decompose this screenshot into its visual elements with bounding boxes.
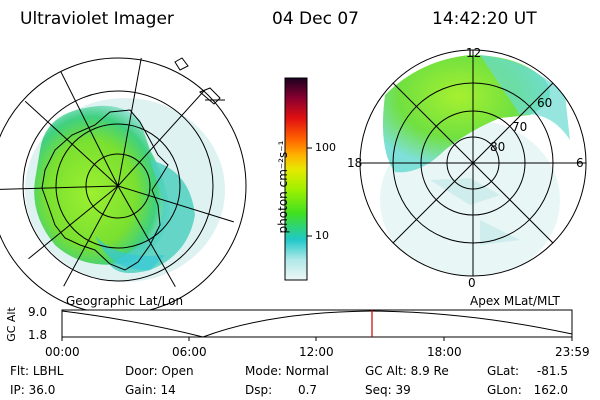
- magnetic-map: [359, 49, 587, 277]
- altitude-plot-frame: [61, 309, 573, 338]
- altitude-ytick-high: 9.0: [28, 305, 48, 319]
- colorbar-gradient: [284, 77, 308, 281]
- altitude-curve: [61, 310, 573, 338]
- mlt-label-18: 18: [347, 156, 363, 170]
- altitude-ytick-low: 1.8: [28, 328, 48, 342]
- status-mode: Mode: Normal: [245, 364, 329, 378]
- magnetic-caption: Apex MLat/MLT: [470, 294, 560, 308]
- coastline-fragments: [174, 57, 225, 105]
- coastline: [41, 109, 169, 271]
- colorbar-unit-label: photon cm⁻²s⁻¹: [276, 140, 290, 234]
- altitude-xtick-3: 18:00: [427, 345, 462, 359]
- aurora-emission-right-lobe: [110, 160, 195, 274]
- status-filter: Flt: LBHL: [10, 364, 64, 378]
- mlt-label-12: 12: [466, 46, 482, 60]
- colorbar-tick-10: 10: [315, 229, 329, 242]
- colorbar-tick-100: 100: [315, 141, 336, 154]
- mlat-label-80: 80: [490, 140, 506, 154]
- date-label: 04 Dec 07: [272, 9, 359, 29]
- status-dsp: Dsp: 0.7: [245, 383, 318, 397]
- geographic-map: [0, 56, 247, 315]
- mlat-label-60: 60: [537, 96, 553, 110]
- altitude-xtick-4: 23:59: [555, 345, 590, 359]
- altitude-xtick-1: 06:00: [172, 345, 207, 359]
- time-label: 14:42:20 UT: [432, 9, 537, 29]
- colorbar: [284, 77, 312, 281]
- altitude-xtick-0: 00:00: [45, 345, 80, 359]
- status-glat: GLat: -81.5: [487, 364, 568, 378]
- mlat-label-70: 70: [512, 120, 528, 134]
- mlt-label-6: 6: [576, 156, 584, 170]
- status-glon: GLon: 162.0: [487, 383, 568, 397]
- aurora-emission-left: [34, 105, 170, 265]
- status-ip: IP: 36.0: [10, 383, 56, 397]
- geographic-caption: Geographic Lat/Lon: [66, 294, 184, 308]
- status-seq: Seq: 39: [365, 383, 411, 397]
- mlt-label-0: 0: [468, 276, 476, 290]
- status-gc-alt: GC Alt: 8.9 Re: [365, 364, 449, 378]
- altitude-ylabel: GC Alt: [4, 307, 18, 342]
- status-door: Door: Open: [125, 364, 194, 378]
- status-gain: Gain: 14: [125, 383, 176, 397]
- altitude-plot: [61, 309, 573, 341]
- instrument-title: Ultraviolet Imager: [20, 9, 174, 29]
- altitude-xtick-2: 12:00: [299, 345, 334, 359]
